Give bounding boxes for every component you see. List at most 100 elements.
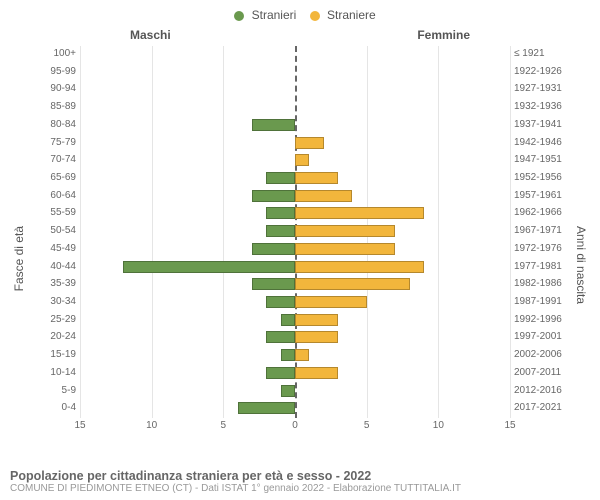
bar-male (266, 207, 295, 219)
age-label: 5-9 (26, 383, 76, 398)
bar-female (295, 296, 367, 308)
year-label: 2017-2021 (514, 400, 574, 415)
legend-label-male: Stranieri (252, 8, 297, 22)
x-axis: 15105051015 (80, 420, 510, 434)
bar-female (295, 225, 395, 237)
age-label: 40-44 (26, 259, 76, 274)
legend: Stranieri Straniere (10, 8, 590, 22)
pyramid-row: 95-991922-1926 (80, 64, 510, 82)
y-axis-label-age: Fasce di età (12, 226, 26, 291)
column-title-female: Femmine (417, 28, 470, 42)
pyramid-row: 0-42017-2021 (80, 400, 510, 418)
bar-male (238, 402, 295, 414)
age-label: 65-69 (26, 170, 76, 185)
year-label: 2002-2006 (514, 347, 574, 362)
x-tick: 5 (221, 420, 227, 431)
year-label: 1942-1946 (514, 135, 574, 150)
pyramid-row: 10-142007-2011 (80, 365, 510, 383)
pyramid-row: 35-391982-1986 (80, 276, 510, 294)
bar-female (295, 207, 424, 219)
pyramid-row: 75-791942-1946 (80, 135, 510, 153)
legend-swatch-female (310, 11, 320, 21)
x-tick: 10 (146, 420, 157, 431)
bar-female (295, 154, 309, 166)
bar-male (266, 367, 295, 379)
x-tick: 10 (433, 420, 444, 431)
pyramid-row: 20-241997-2001 (80, 329, 510, 347)
year-label: 2012-2016 (514, 383, 574, 398)
age-label: 25-29 (26, 312, 76, 327)
footer-subtitle: COMUNE DI PIEDIMONTE ETNEO (CT) - Dati I… (10, 483, 590, 494)
pyramid-row: 45-491972-1976 (80, 241, 510, 259)
bar-female (295, 278, 410, 290)
bar-male (281, 314, 295, 326)
bar-male (266, 331, 295, 343)
bar-male (252, 119, 295, 131)
age-label: 75-79 (26, 135, 76, 150)
bar-female (295, 137, 324, 149)
age-label: 30-34 (26, 294, 76, 309)
bar-male (281, 385, 295, 397)
legend-label-female: Straniere (327, 8, 376, 22)
age-label: 50-54 (26, 223, 76, 238)
legend-swatch-male (234, 11, 244, 21)
year-label: 1972-1976 (514, 241, 574, 256)
year-label: ≤ 1921 (514, 46, 574, 61)
year-label: 1947-1951 (514, 152, 574, 167)
bar-female (295, 367, 338, 379)
pyramid-row: 30-341987-1991 (80, 294, 510, 312)
year-label: 1992-1996 (514, 312, 574, 327)
x-tick: 0 (292, 420, 298, 431)
x-tick: 5 (364, 420, 370, 431)
pyramid-row: 25-291992-1996 (80, 312, 510, 330)
pyramid-row: 60-641957-1961 (80, 188, 510, 206)
year-label: 1937-1941 (514, 117, 574, 132)
year-label: 1962-1966 (514, 205, 574, 220)
pyramid-row: 50-541967-1971 (80, 223, 510, 241)
age-label: 20-24 (26, 329, 76, 344)
pyramid-row: 15-192002-2006 (80, 347, 510, 365)
bar-male (266, 296, 295, 308)
year-label: 1967-1971 (514, 223, 574, 238)
bar-male (266, 225, 295, 237)
pyramid-row: 55-591962-1966 (80, 205, 510, 223)
year-label: 1932-1936 (514, 99, 574, 114)
age-label: 85-89 (26, 99, 76, 114)
pyramid-row: 70-741947-1951 (80, 152, 510, 170)
age-label: 60-64 (26, 188, 76, 203)
column-title-male: Maschi (130, 28, 171, 42)
bar-female (295, 261, 424, 273)
year-label: 1977-1981 (514, 259, 574, 274)
age-label: 15-19 (26, 347, 76, 362)
pyramid-row: 80-841937-1941 (80, 117, 510, 135)
year-label: 1952-1956 (514, 170, 574, 185)
age-label: 55-59 (26, 205, 76, 220)
y-axis-label-year: Anni di nascita (574, 226, 588, 304)
year-label: 1982-1986 (514, 276, 574, 291)
age-label: 70-74 (26, 152, 76, 167)
bar-male (281, 349, 295, 361)
pyramid-row: 85-891932-1936 (80, 99, 510, 117)
footer-title: Popolazione per cittadinanza straniera p… (10, 469, 590, 483)
chart-area: Maschi Femmine Fasce di età Anni di nasc… (10, 26, 590, 446)
year-label: 1997-2001 (514, 329, 574, 344)
age-label: 100+ (26, 46, 76, 61)
bar-female (295, 349, 309, 361)
age-label: 95-99 (26, 64, 76, 79)
year-label: 1987-1991 (514, 294, 574, 309)
footer: Popolazione per cittadinanza straniera p… (10, 469, 590, 494)
bar-male (123, 261, 295, 273)
pyramid-row: 40-441977-1981 (80, 259, 510, 277)
age-label: 35-39 (26, 276, 76, 291)
age-label: 0-4 (26, 400, 76, 415)
chart-container: Stranieri Straniere Maschi Femmine Fasce… (0, 0, 600, 500)
year-label: 1927-1931 (514, 81, 574, 96)
bar-female (295, 243, 395, 255)
year-label: 1957-1961 (514, 188, 574, 203)
pyramid-row: 90-941927-1931 (80, 81, 510, 99)
year-label: 1922-1926 (514, 64, 574, 79)
year-label: 2007-2011 (514, 365, 574, 380)
bar-male (266, 172, 295, 184)
age-label: 80-84 (26, 117, 76, 132)
pyramid-row: 65-691952-1956 (80, 170, 510, 188)
